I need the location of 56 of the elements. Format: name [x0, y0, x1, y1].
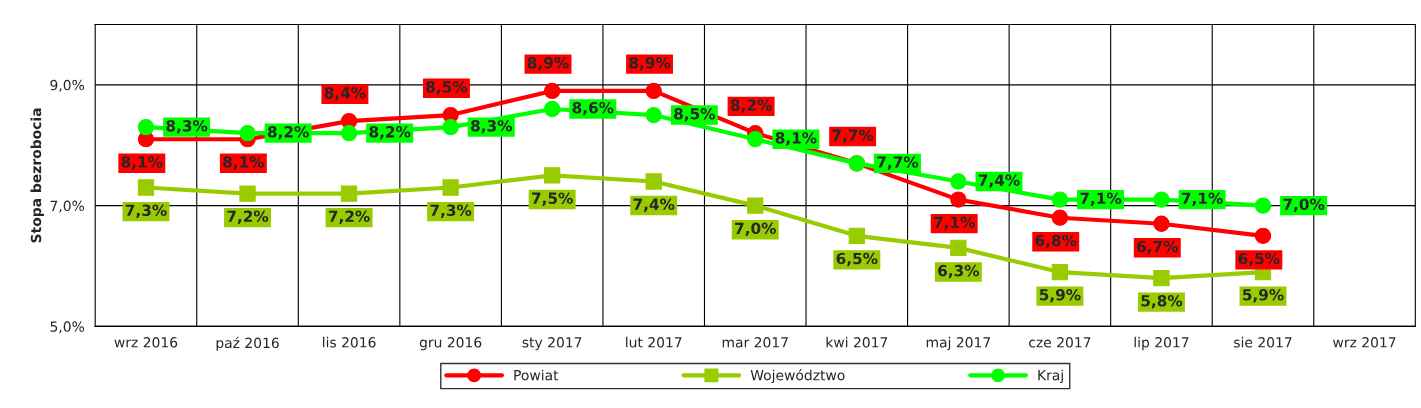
y-axis-title: Stopa bezrobocia — [30, 108, 44, 243]
data-label: 6,7% — [1137, 240, 1178, 255]
data-label: 8,6% — [572, 101, 614, 116]
data-label: 5,9% — [1242, 288, 1284, 303]
data-label: 7,4% — [633, 198, 675, 212]
data-label: 7,3% — [430, 204, 472, 218]
data-label: 6,3% — [938, 264, 980, 279]
y-tick-label: 7,0% — [50, 200, 85, 213]
x-tick-label: gru 2016 — [419, 337, 482, 351]
data-label: 7,1% — [934, 216, 975, 231]
data-label: 7,2% — [227, 210, 269, 224]
data-label: 8,5% — [674, 107, 716, 122]
data-label: 5,9% — [1039, 288, 1081, 303]
data-label: 7,0% — [735, 222, 776, 237]
data-label: 8,1% — [121, 156, 163, 170]
x-tick-label: wrz 2016 — [114, 337, 178, 348]
data-label: 8,9% — [629, 56, 671, 71]
legend-label: Województwo — [750, 369, 845, 384]
x-tick-label: paź 2016 — [216, 336, 279, 351]
data-label: 6,5% — [1238, 252, 1280, 267]
data-label: 7,4% — [978, 174, 1020, 188]
data-label: 8,1% — [775, 132, 817, 146]
data-label: 8,5% — [426, 81, 468, 95]
x-tick-label: lut 2017 — [626, 336, 682, 348]
data-label: 7,1% — [1080, 192, 1122, 206]
data-label: 8,4% — [324, 87, 366, 101]
data-label: 8,3% — [166, 120, 208, 134]
data-label: 8,2% — [267, 126, 309, 140]
data-label: 7,2% — [328, 210, 370, 224]
x-tick-label: cze 2017 — [1029, 337, 1091, 348]
data-label: 8,2% — [730, 99, 772, 113]
y-tick-label: 5,0% — [50, 321, 85, 334]
y-tick-label: 9,0% — [50, 79, 85, 92]
data-label: 5,8% — [1141, 295, 1183, 309]
x-tick-label: sty 2017 — [522, 337, 582, 351]
x-tick-label: kwi 2017 — [826, 336, 888, 348]
data-label: 8,1% — [223, 156, 265, 170]
legend-label: Kraj — [1038, 369, 1063, 384]
data-label: 6,8% — [1035, 234, 1077, 249]
x-tick-label: wrz 2017 — [1333, 337, 1396, 348]
data-label: 7,0% — [1283, 198, 1325, 213]
legend-label: Powiat — [514, 369, 559, 381]
data-label: 7,7% — [832, 129, 874, 143]
data-label: 7,3% — [125, 204, 167, 218]
data-label: 8,2% — [369, 126, 411, 140]
data-label: 7,7% — [877, 156, 919, 170]
data-label: 8,3% — [471, 120, 512, 134]
x-tick-label: sie 2017 — [1234, 336, 1292, 348]
x-tick-label: lip 2017 — [1134, 336, 1189, 351]
data-label: 7,1% — [1181, 192, 1223, 206]
data-label: 7,5% — [532, 192, 573, 206]
data-label: 8,9% — [527, 56, 569, 71]
x-tick-label: mar 2017 — [722, 337, 788, 348]
data-label: 6,5% — [836, 252, 878, 267]
x-tick-label: maj 2017 — [926, 336, 990, 351]
x-tick-label: lis 2016 — [323, 336, 376, 348]
